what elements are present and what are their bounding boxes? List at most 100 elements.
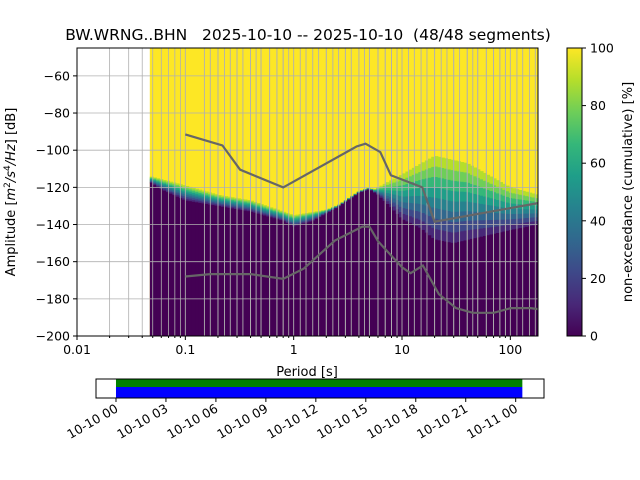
- heatmap-cell: [266, 211, 271, 214]
- heatmap-cell: [392, 182, 397, 188]
- heatmap-cell: [437, 198, 442, 210]
- heatmap-cell: [195, 188, 199, 191]
- heatmap-cell: [243, 200, 248, 203]
- heatmap-cell: [230, 200, 235, 202]
- heatmap-cell: [411, 196, 416, 204]
- heatmap-cell: [499, 225, 504, 233]
- heatmap-cell: [162, 183, 167, 186]
- heatmap-cell: [311, 219, 316, 222]
- heatmap-cell: [492, 178, 497, 186]
- heatmap-cell: [204, 200, 209, 203]
- heatmap-cell: [211, 196, 216, 199]
- heatmap-low-cell: [450, 242, 455, 336]
- heatmap-cell: [486, 189, 491, 198]
- heatmap-cell: [463, 162, 468, 173]
- heatmap-cell: [479, 195, 484, 205]
- heatmap-cell: [175, 191, 180, 194]
- heatmap-cell: [385, 182, 390, 186]
- heatmap-cell: [165, 185, 170, 187]
- heatmap-cell: [437, 156, 442, 168]
- heatmap-cell: [266, 206, 271, 209]
- heatmap-cell: [224, 196, 229, 199]
- heatmap-cell: [272, 209, 277, 212]
- heatmap-cell: [272, 212, 277, 214]
- heatmap-cell: [508, 192, 513, 199]
- heatmap-cell: [204, 191, 209, 194]
- heatmap-low-cell: [211, 205, 216, 336]
- heatmap-low-cell: [470, 238, 474, 336]
- heatmap-cell: [379, 187, 384, 190]
- heatmap-cell: [198, 197, 203, 201]
- heatmap-cell: [156, 184, 161, 187]
- heatmap-cell: [453, 201, 458, 213]
- heatmap-cell: [156, 178, 161, 180]
- heatmap-cell: [528, 209, 533, 215]
- heatmap-cell: [279, 210, 284, 213]
- heatmap-cell: [521, 204, 526, 210]
- heatmap-cell: [256, 205, 261, 208]
- heatmap-cell: [476, 228, 481, 238]
- heatmap-cell: [492, 226, 497, 235]
- heatmap-cell: [175, 188, 180, 191]
- heatmap-cell: [253, 204, 258, 207]
- heatmap-cell: [243, 203, 248, 206]
- heatmap-cell: [305, 218, 309, 221]
- heatmap-cell: [224, 201, 229, 204]
- heatmap-cell: [162, 181, 167, 184]
- heatmap-cell: [314, 211, 319, 213]
- x-tick-label: 10: [394, 342, 410, 357]
- heatmap-cell: [259, 204, 264, 206]
- x-tick-label: 100: [498, 342, 522, 357]
- heatmap-cell: [259, 210, 264, 213]
- heatmap-low-cell: [353, 195, 358, 336]
- heatmap-cell: [169, 189, 174, 192]
- heatmap-cell: [411, 217, 416, 226]
- heatmap-cell: [525, 204, 529, 210]
- heatmap-cell: [250, 207, 254, 210]
- heatmap-cell: [379, 188, 384, 191]
- heatmap-cell: [269, 211, 274, 213]
- heatmap-cell: [308, 219, 313, 221]
- heatmap-cell: [256, 208, 261, 211]
- heatmap-cell: [285, 219, 290, 221]
- heatmap-cell: [518, 213, 523, 220]
- y-tick-label: −160: [36, 254, 70, 269]
- heatmap-cell: [256, 204, 261, 207]
- heatmap-cell: [483, 172, 487, 182]
- heatmap-cell: [272, 215, 277, 218]
- heatmap-low-cell: [385, 204, 390, 336]
- heatmap-cell: [473, 220, 478, 230]
- heatmap-cell: [185, 189, 190, 192]
- heatmap-cell: [259, 213, 264, 216]
- heatmap-cell: [444, 199, 449, 211]
- colorbar: 0 20 40 60 80 100: [566, 41, 614, 344]
- heatmap-cell: [385, 187, 390, 191]
- heatmap-cell: [505, 208, 510, 215]
- heatmap-cell: [263, 206, 267, 209]
- heatmap-cell: [243, 205, 248, 207]
- heatmap-cell: [282, 218, 287, 221]
- heatmap-cell: [156, 181, 161, 184]
- heatmap-cell: [282, 213, 287, 215]
- heatmap-cell: [165, 183, 170, 186]
- heatmap-cell: [272, 213, 277, 216]
- heatmap-cell: [305, 214, 309, 216]
- heatmap-cell: [217, 196, 222, 199]
- heatmap-cell: [301, 214, 306, 217]
- heatmap-cell: [240, 201, 245, 204]
- heatmap-cell: [182, 192, 186, 195]
- heatmap-cell: [288, 216, 293, 219]
- heatmap-cell: [398, 190, 403, 197]
- heatmap-cell: [483, 180, 487, 190]
- grid: [77, 48, 538, 336]
- heatmap-cell: [508, 187, 513, 194]
- heatmap-low-cell: [411, 224, 416, 336]
- heatmap-cell: [314, 214, 319, 216]
- heatmap-cell: [508, 214, 513, 220]
- heatmap-cell: [246, 209, 251, 212]
- heatmap-cell: [172, 193, 177, 196]
- heatmap-cell: [233, 203, 238, 206]
- heatmap-cell: [431, 166, 436, 178]
- heatmap-cell: [275, 215, 280, 218]
- heatmap-cell: [505, 202, 510, 209]
